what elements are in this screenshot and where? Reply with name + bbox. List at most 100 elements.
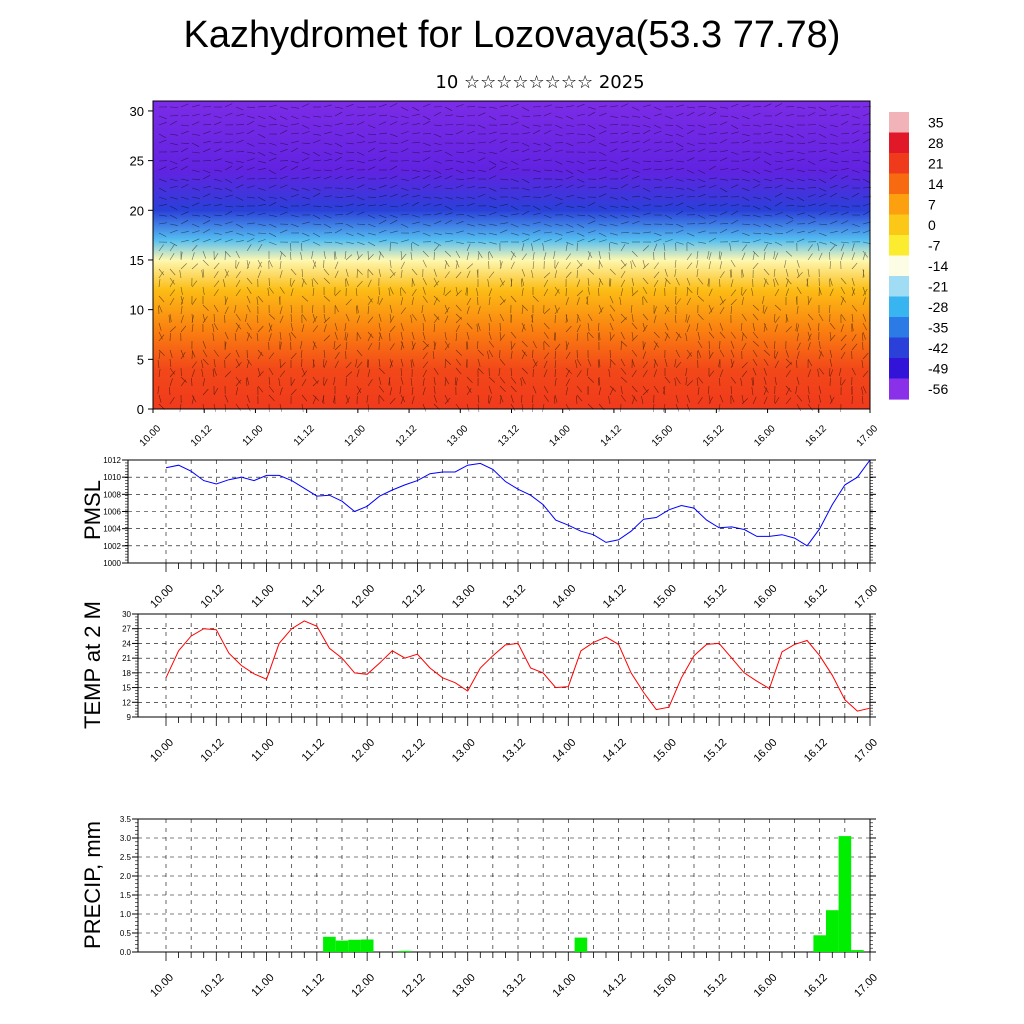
wind-barb [785,168,794,171]
wind-barb [334,241,343,245]
wind-barb [213,304,219,312]
wind-barb [840,196,849,200]
wind-barb [785,268,789,277]
wind-barb [367,295,373,303]
wind-barb [301,378,307,387]
wind-barb [763,196,772,201]
wind-barb [763,243,768,252]
wind-barb [675,403,680,412]
wind-barb [609,359,612,369]
wind-barb [455,378,458,387]
wind-barb [620,340,628,347]
wind-barb [741,297,744,306]
wind-barb [180,103,189,108]
wind-barb [279,342,282,351]
wind-barb [202,123,212,126]
wind-barb [158,214,167,217]
wind-barb [609,322,614,331]
wind-barb [466,322,473,330]
wind-barb [686,129,695,135]
wind-barb [818,211,827,216]
wind-barb [290,288,294,297]
wind-barb [729,269,732,279]
wind-barb [378,104,387,108]
wind-barb [433,142,442,146]
wind-barb [455,184,464,189]
wind-barb [510,261,515,270]
wind-barb [685,376,688,385]
wind-barb [708,151,718,153]
wind-barb [389,377,391,387]
wind-barb [785,288,789,297]
wind-barb [477,214,486,217]
wind-barb [488,205,497,209]
wind-barb [608,396,611,405]
wind-barb [499,132,509,135]
wind-barb [202,175,211,180]
wind-barb [862,370,869,378]
wind-barb [554,149,563,153]
wind-barb [345,268,349,277]
wind-barb [389,259,392,268]
chart-subtitle: 10 ☆☆☆☆☆☆☆☆ 2025 [435,72,645,93]
wind-barb [641,396,644,405]
wind-barb [620,358,626,367]
wind-barb [664,251,666,261]
wind-barb [763,187,773,189]
wind-barb [279,286,285,294]
wind-barb [763,324,766,333]
wind-barb [784,259,787,268]
wind-barb [366,394,369,403]
wind-barb [289,277,292,286]
wind-barb [268,202,277,207]
wind-barb [774,232,784,234]
wind-barb [499,104,508,108]
wind-barb [411,358,415,367]
wind-barb [224,112,233,117]
wind-barb [543,205,552,210]
wind-barb [686,403,690,412]
wind-barb [719,178,728,181]
wind-barb [565,297,569,306]
wind-barb [312,232,321,238]
x-tick-label: 11.00 [249,583,276,610]
wind-barb [642,245,650,252]
wind-barb [862,210,871,216]
wind-barb [708,288,713,297]
wind-barb [389,242,391,252]
wind-barb [444,304,449,313]
wind-barb [290,313,292,323]
wind-barb [466,196,475,199]
wind-barb [543,279,549,288]
wind-barb [653,251,655,261]
wind-barb [257,168,266,171]
wind-barb [620,279,626,288]
wind-barb [752,349,758,357]
wind-barb [730,115,739,119]
wind-barb [807,394,811,403]
wind-barb [576,185,585,189]
wind-barb [796,169,805,172]
wind-barb [785,150,794,153]
wind-barb [202,113,211,117]
wind-barb [279,149,288,153]
wind-barb [642,168,651,171]
y-tick-label: 21 [122,654,131,663]
wind-barb [356,151,365,156]
wind-barb [653,106,662,111]
wind-barb [201,369,204,378]
wind-barb [224,165,233,171]
wind-barb [224,250,231,258]
wind-barb [829,220,838,225]
wind-barb [235,279,241,288]
wind-barb [587,202,596,207]
wind-barb [543,186,552,189]
wind-barb [444,175,453,180]
x-tick-label: 13.12 [496,423,522,449]
wind-barb [807,140,816,144]
wind-barb [543,394,549,402]
wind-barb [477,124,486,129]
wind-barb [565,214,574,218]
wind-barb [169,244,175,252]
wind-barb [477,252,480,261]
